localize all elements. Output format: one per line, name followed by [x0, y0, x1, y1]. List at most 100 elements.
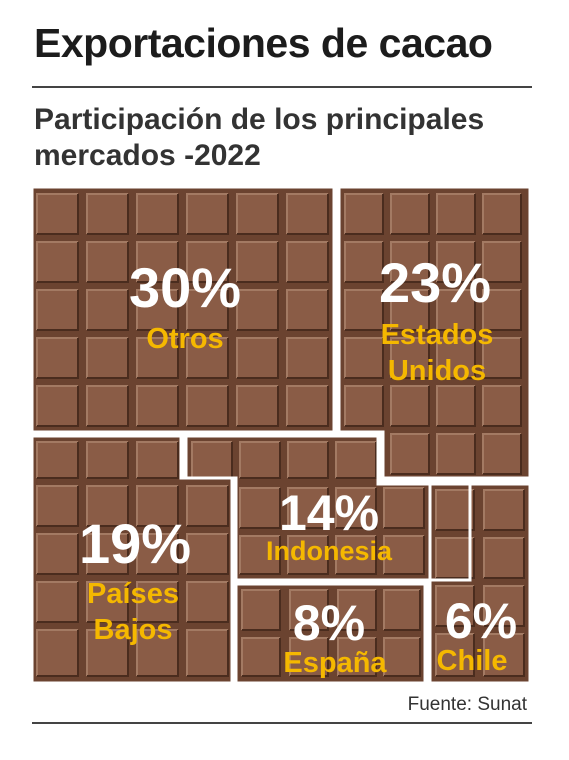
category-label-line: Chile [437, 645, 508, 677]
chocolate-square [87, 290, 128, 330]
square-shadow [391, 194, 430, 235]
square-shadow [187, 338, 229, 379]
category-label-estados-unidos: Estados Unidos [381, 319, 494, 387]
square-highlight [286, 241, 328, 282]
value-label-estados-unidos: 23% [379, 251, 491, 314]
chocolate-square [336, 536, 376, 574]
square-shadow [187, 242, 229, 283]
square-highlight [286, 337, 328, 378]
square-shadow [237, 194, 279, 235]
square-highlight [186, 385, 228, 426]
chocolate-square [336, 442, 376, 478]
bar-chile-border [428, 482, 532, 685]
square-shadow [288, 488, 329, 529]
square-highlight [435, 585, 474, 626]
chocolate-square [137, 242, 178, 282]
square-shadow [242, 590, 281, 631]
value-label-paises-bajos: 19% [79, 512, 191, 575]
square-shadow [483, 434, 522, 475]
square-highlight [86, 533, 128, 574]
square-highlight [344, 289, 383, 330]
square-highlight [86, 581, 128, 622]
bar-espana-body [236, 584, 425, 683]
square-highlight [344, 241, 383, 282]
square-highlight [239, 487, 280, 528]
square-highlight [36, 629, 78, 676]
square-shadow [436, 634, 475, 677]
square-highlight [390, 337, 429, 378]
square-shadow [484, 586, 525, 627]
square-shadow [137, 242, 179, 283]
source-note: Fuente: Sunat [407, 694, 527, 715]
square-shadow [87, 290, 129, 331]
square-highlight [289, 637, 328, 676]
square-shadow [240, 536, 281, 575]
chocolate-square [436, 538, 474, 578]
square-shadow [37, 534, 79, 575]
chocolate-square [187, 534, 228, 574]
square-highlight [390, 433, 429, 474]
square-highlight [383, 487, 424, 528]
subtitle-line-1: Participación de los principales [34, 103, 485, 136]
square-shadow [345, 194, 384, 235]
category-label-line: Estados [381, 319, 494, 351]
chocolate-square [436, 490, 474, 530]
square-highlight [86, 337, 128, 378]
square-shadow [437, 386, 476, 427]
square-highlight [86, 241, 128, 282]
square-shadow [384, 638, 421, 677]
square-highlight [390, 385, 429, 426]
chocolate-square [391, 434, 429, 474]
square-shadow [137, 486, 179, 527]
square-shadow [187, 290, 229, 331]
chocolate-square [192, 442, 232, 478]
chocolate-square [484, 634, 524, 676]
chocolate-square [336, 488, 376, 528]
chocolate-square [87, 442, 128, 478]
chocolate-square [187, 486, 228, 526]
square-shadow [87, 338, 129, 379]
chocolate-square [384, 536, 424, 574]
square-shadow [87, 194, 129, 235]
square-highlight [287, 535, 328, 574]
square-shadow [87, 630, 129, 677]
square-shadow [137, 386, 179, 427]
square-highlight [436, 337, 475, 378]
bar-estados-unidos-border [337, 185, 532, 480]
square-highlight [344, 337, 383, 378]
square-shadow [336, 488, 377, 529]
chocolate-square [87, 630, 128, 676]
chocolate-square [287, 290, 328, 330]
square-shadow [37, 442, 79, 479]
chocolate-square [240, 488, 280, 528]
square-highlight [136, 581, 178, 622]
chocolate-square [137, 442, 178, 478]
chocolate-square [483, 290, 521, 330]
square-shadow [87, 486, 129, 527]
square-highlight [482, 337, 521, 378]
square-shadow [187, 630, 229, 677]
square-highlight [186, 241, 228, 282]
square-shadow [37, 486, 79, 527]
square-shadow [37, 582, 79, 623]
square-highlight [86, 441, 128, 478]
square-highlight [186, 337, 228, 378]
chocolate-square [87, 242, 128, 282]
square-highlight [86, 629, 128, 676]
square-highlight [241, 589, 280, 630]
square-highlight [435, 633, 474, 676]
square-highlight [482, 241, 521, 282]
chocolate-square [37, 486, 78, 526]
chocolate-square [287, 386, 328, 426]
square-highlight [191, 441, 232, 478]
square-shadow [290, 638, 329, 677]
square-shadow [242, 638, 281, 677]
chocolate-square [87, 386, 128, 426]
square-highlight [337, 589, 376, 630]
square-highlight [136, 533, 178, 574]
square-highlight [482, 385, 521, 426]
square-shadow [137, 290, 179, 331]
square-highlight [136, 289, 178, 330]
square-highlight [436, 193, 475, 234]
square-shadow [240, 442, 281, 479]
